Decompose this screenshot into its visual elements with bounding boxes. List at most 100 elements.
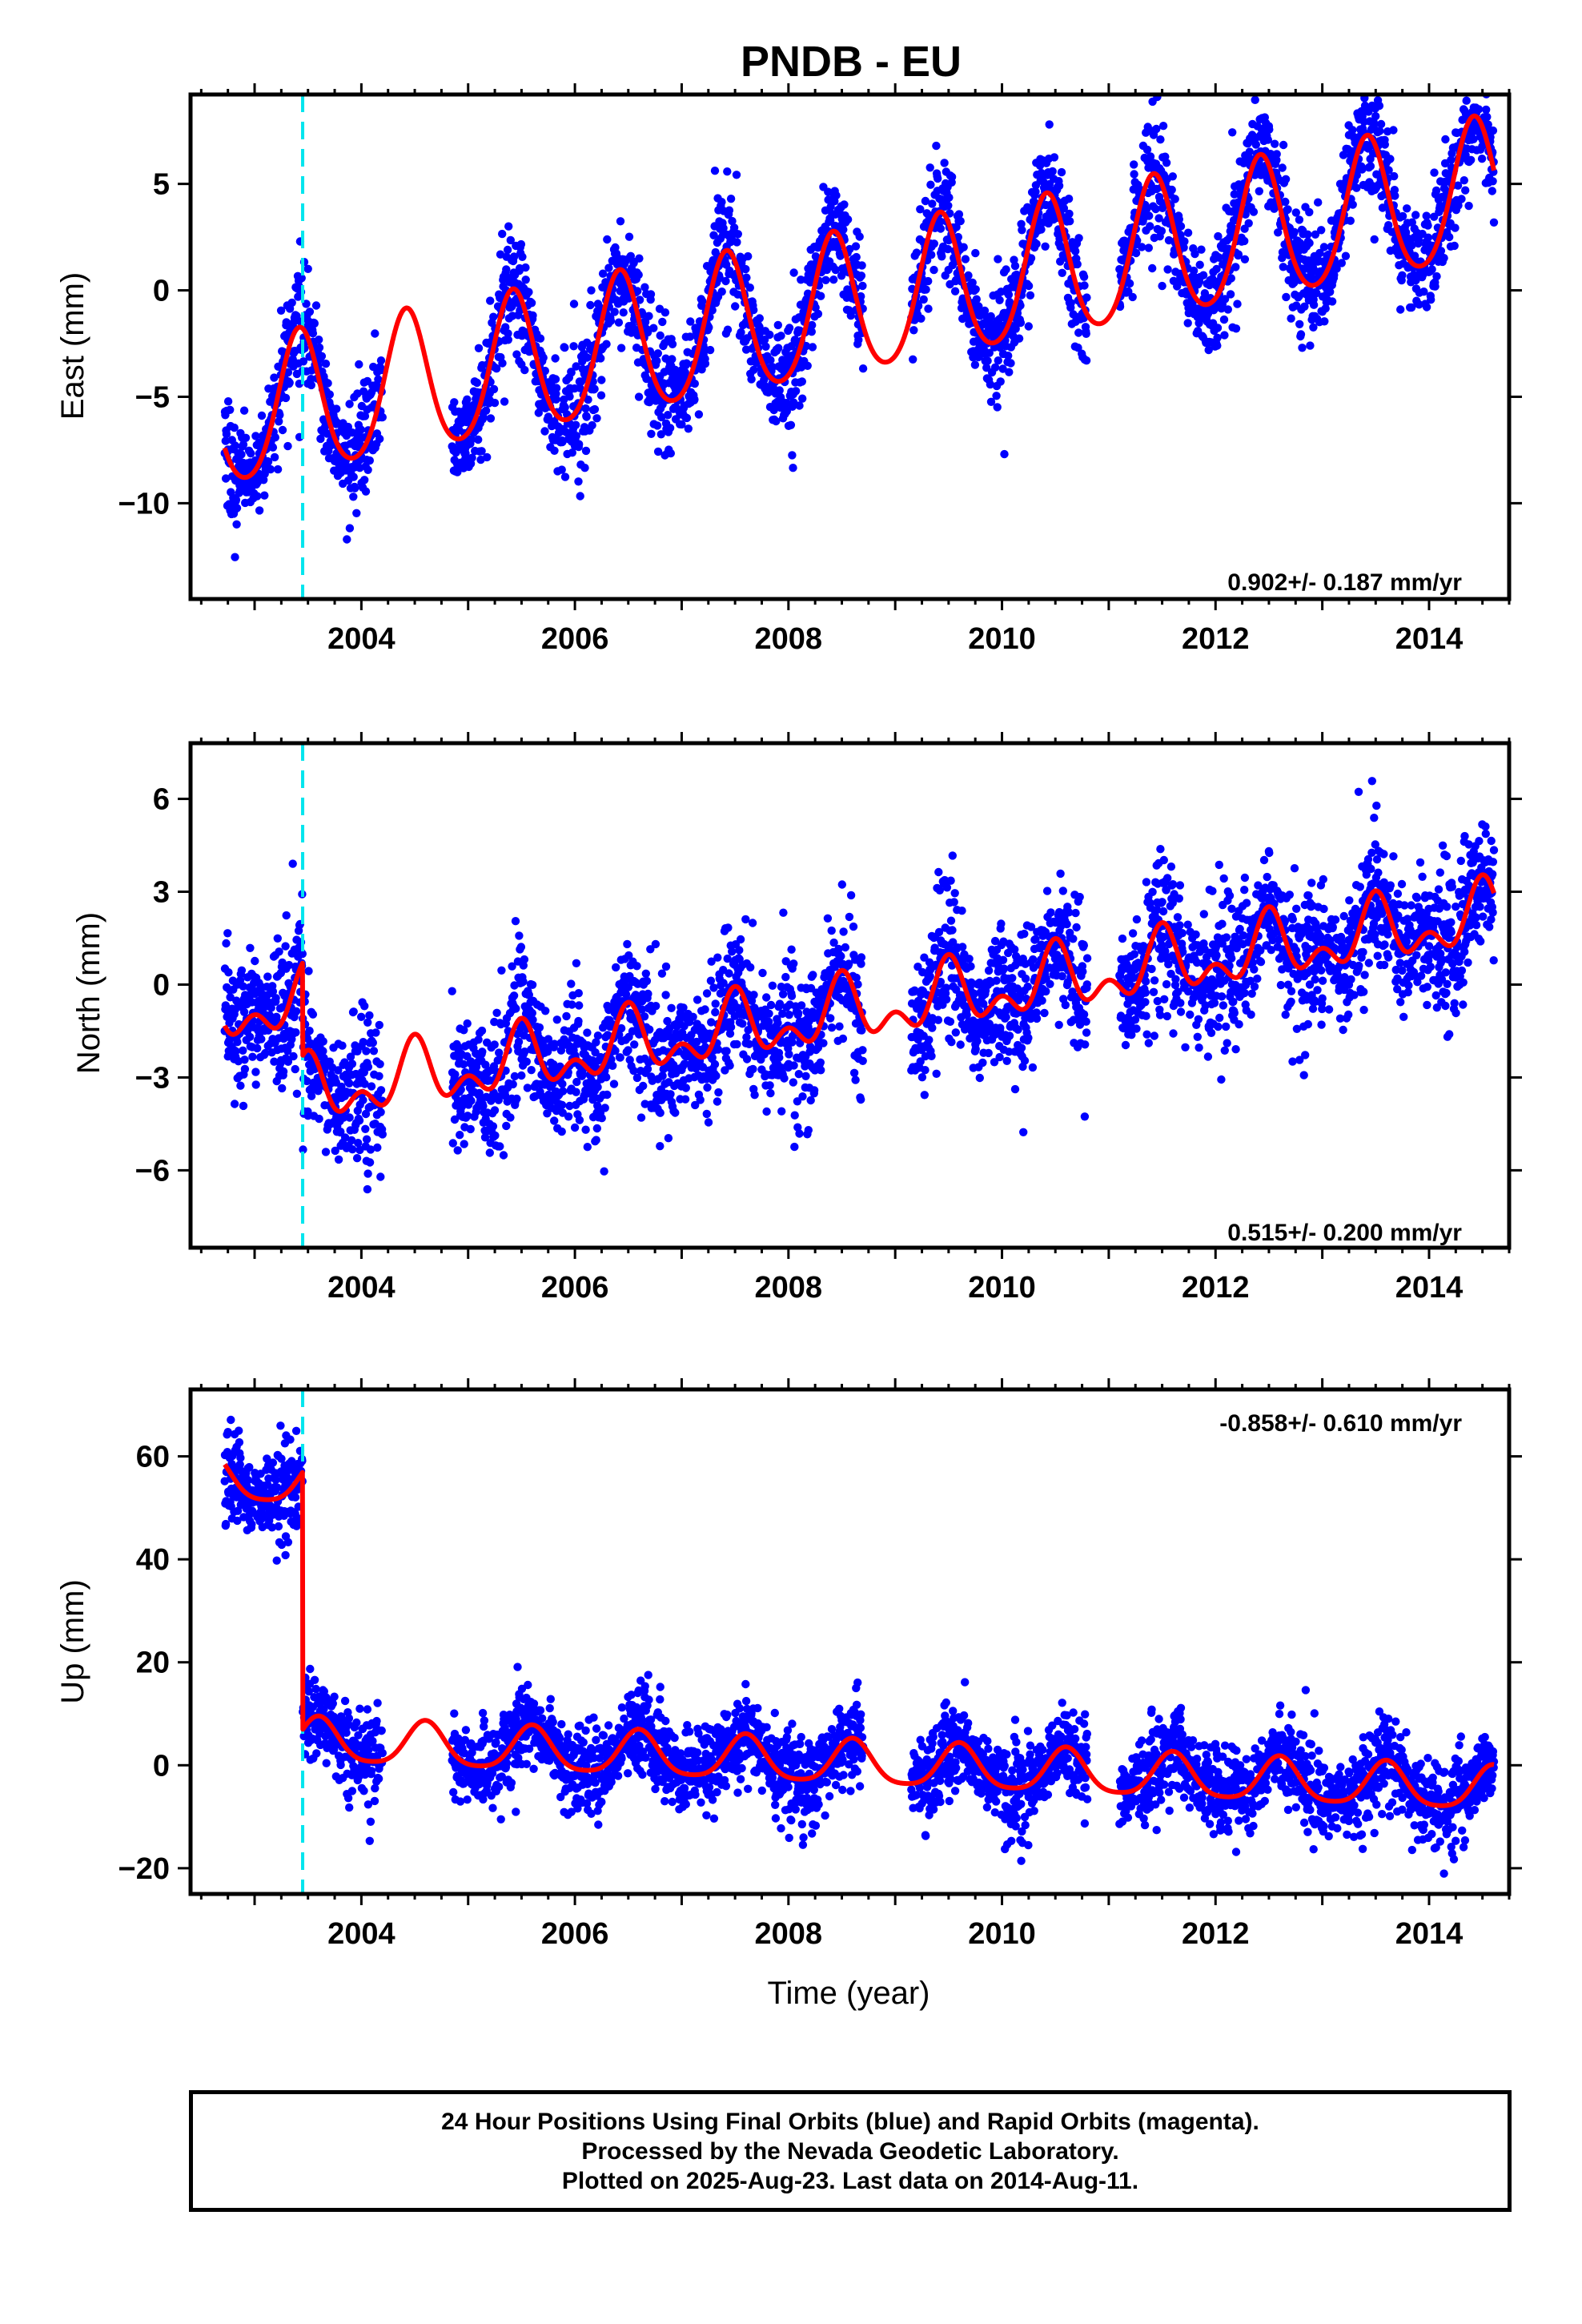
east-data-point bbox=[832, 191, 841, 200]
east-data-point bbox=[1144, 243, 1154, 252]
east-data-point bbox=[1283, 205, 1292, 214]
east-data-point bbox=[239, 406, 249, 415]
east-data-point bbox=[1125, 279, 1134, 288]
north-data-point bbox=[485, 1148, 494, 1157]
east-data-point bbox=[1156, 135, 1165, 144]
north-data-point bbox=[488, 1122, 498, 1131]
north-data-point bbox=[762, 1107, 771, 1116]
east-data-point bbox=[1082, 329, 1090, 338]
east-data-point bbox=[315, 336, 323, 344]
east-data-point bbox=[919, 295, 928, 304]
east-data-point bbox=[829, 275, 838, 284]
east-data-point bbox=[504, 336, 512, 344]
east-data-point bbox=[1004, 290, 1014, 300]
north-data-point bbox=[354, 1139, 363, 1148]
east-data-point bbox=[604, 263, 613, 272]
north-data-point bbox=[230, 1100, 239, 1108]
east-data-point bbox=[658, 317, 667, 327]
east-data-point bbox=[550, 446, 559, 455]
north-data-point bbox=[345, 1113, 354, 1122]
east-data-point bbox=[1296, 330, 1306, 339]
north-data-point bbox=[652, 1002, 661, 1011]
east-data-point bbox=[365, 456, 374, 465]
east-data-point bbox=[1278, 163, 1287, 172]
north-data-point bbox=[466, 1124, 475, 1134]
north-data-point bbox=[281, 942, 290, 951]
east-data-point bbox=[858, 364, 868, 373]
east-data-point bbox=[1251, 140, 1261, 149]
east-data-point bbox=[803, 361, 812, 370]
north-data-point bbox=[593, 1031, 603, 1040]
east-data-point bbox=[551, 354, 560, 363]
east-data-point bbox=[1265, 125, 1274, 134]
north-data-point bbox=[583, 1028, 592, 1037]
east-data-point bbox=[840, 200, 849, 209]
east-data-point bbox=[1240, 236, 1249, 246]
north-data-point bbox=[239, 1046, 247, 1055]
east-data-point bbox=[474, 435, 483, 444]
north-data-point bbox=[237, 966, 247, 975]
north-data-point bbox=[375, 1059, 384, 1069]
east-data-point bbox=[652, 356, 661, 365]
east-data-point bbox=[231, 495, 241, 505]
north-data-point bbox=[378, 1130, 387, 1139]
east-data-point bbox=[1195, 260, 1204, 269]
east-data-point bbox=[725, 206, 734, 215]
east-data-point bbox=[239, 440, 248, 449]
east-data-point bbox=[1371, 111, 1380, 121]
east-y-tick-label: −10 bbox=[118, 487, 170, 521]
north-data-point bbox=[779, 908, 788, 917]
north-data-point bbox=[288, 859, 297, 868]
east-y-tick-label: 5 bbox=[153, 168, 170, 202]
east-data-point bbox=[633, 287, 642, 296]
east-data-point bbox=[1073, 259, 1082, 269]
north-data-point bbox=[355, 1116, 364, 1125]
east-data-point bbox=[603, 235, 612, 244]
east-data-point bbox=[1080, 281, 1089, 290]
east-data-point bbox=[361, 487, 371, 496]
east-data-point bbox=[653, 447, 663, 456]
north-data-point bbox=[742, 1055, 752, 1063]
north-data-point bbox=[661, 991, 670, 999]
east-data-point bbox=[1398, 271, 1407, 279]
north-data-point bbox=[671, 1108, 680, 1117]
east-data-point bbox=[310, 319, 319, 328]
east-data-point bbox=[498, 229, 507, 239]
north-data-point bbox=[535, 1023, 544, 1032]
east-data-point bbox=[352, 509, 361, 517]
east-data-point bbox=[733, 230, 742, 239]
east-data-point bbox=[1213, 341, 1222, 350]
east-data-point bbox=[1360, 80, 1368, 88]
east-data-point bbox=[1245, 147, 1255, 156]
north-data-point bbox=[714, 1088, 723, 1097]
east-data-point bbox=[223, 397, 233, 406]
north-data-point bbox=[750, 1091, 759, 1100]
east-data-point bbox=[583, 353, 592, 362]
east-data-point bbox=[745, 283, 754, 292]
north-data-point bbox=[451, 1070, 460, 1079]
north-data-point bbox=[681, 1084, 690, 1092]
east-data-point bbox=[1058, 268, 1066, 277]
north-data-point bbox=[478, 1047, 487, 1056]
east-data-point bbox=[1430, 168, 1439, 177]
east-data-point bbox=[959, 243, 968, 251]
east-data-point bbox=[944, 201, 953, 210]
north-data-point bbox=[491, 1131, 500, 1140]
east-data-point bbox=[1010, 261, 1020, 271]
east-data-point bbox=[1157, 227, 1166, 235]
east-data-point bbox=[492, 364, 501, 373]
east-data-point bbox=[481, 406, 491, 415]
east-data-point bbox=[816, 292, 825, 300]
north-data-point bbox=[490, 1106, 500, 1115]
east-data-point bbox=[945, 193, 954, 202]
north-data-point bbox=[334, 1155, 343, 1164]
north-data-point bbox=[304, 967, 313, 975]
north-data-point bbox=[492, 1008, 501, 1018]
east-data-point bbox=[1314, 198, 1323, 207]
north-data-point bbox=[713, 1097, 722, 1106]
east-data-point bbox=[1411, 211, 1420, 219]
north-data-point bbox=[527, 1066, 536, 1075]
east-data-point bbox=[710, 167, 720, 175]
north-data-point bbox=[363, 1018, 372, 1027]
north-data-point bbox=[522, 1057, 531, 1067]
